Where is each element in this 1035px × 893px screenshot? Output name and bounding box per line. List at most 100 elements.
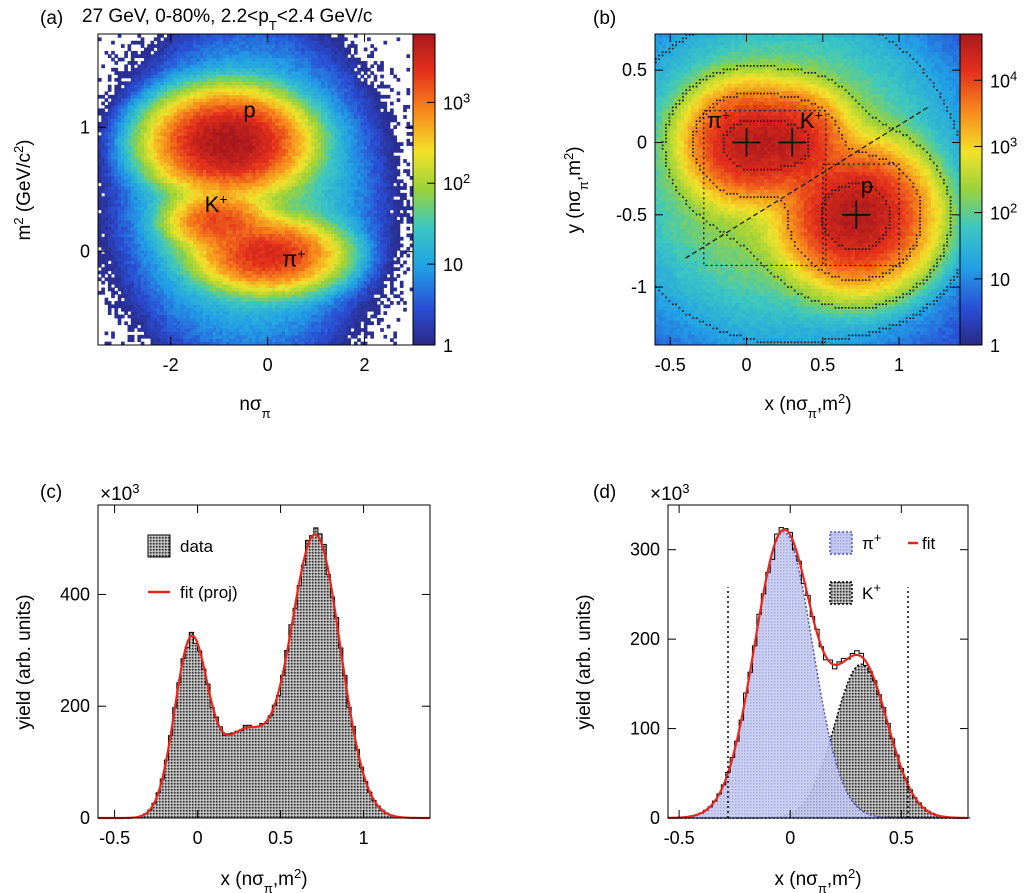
heatmap-bin [209,172,214,177]
heatmap-bin [271,277,276,282]
heatmap-bin [265,182,270,187]
heatmap-bin [216,165,220,170]
heatmap-bin [265,294,270,299]
heatmap-bin [209,226,214,231]
heatmap-bin [268,307,273,312]
heatmap-bin [222,257,227,261]
heatmap-bin [222,169,227,173]
heatmap-bin [107,253,112,258]
heatmap-bin [278,209,283,214]
heatmap-bin [245,209,250,214]
heatmap-bin [203,230,207,234]
heatmap-bin [216,108,220,113]
heatmap-bin [120,104,125,109]
heatmap-bin [176,331,181,336]
heatmap-bin [183,162,187,167]
heatmap-bin [140,54,145,59]
heatmap-bin [285,317,289,322]
heatmap-bin [176,155,181,160]
heatmap-bin [212,328,217,332]
heatmap-bin [173,64,178,69]
heatmap-bin [225,125,230,130]
heatmap-bin [229,240,233,244]
heatmap-bin [219,317,224,322]
heatmap-bin [120,142,125,146]
heatmap-bin [189,121,194,126]
heatmap-bin [203,324,207,329]
heatmap-bin [117,111,122,116]
heatmap-bin [255,162,260,167]
heatmap-bin [252,186,256,190]
heatmap-bin [285,189,289,194]
heatmap-bin [130,54,135,59]
heatmap-bin [265,219,270,224]
heatmap-bin [229,111,233,116]
heatmap-bin [278,274,283,278]
heatmap-bin [219,304,224,309]
heatmap-bin [150,64,155,69]
heatmap-bin [180,230,184,234]
heatmap-bin [107,145,112,150]
heatmap-bin [173,135,178,140]
heatmap-bin [176,84,181,89]
heatmap-bin [245,240,250,244]
heatmap-bin [209,91,214,96]
heatmap-bin [157,121,161,126]
heatmap-bin [239,253,243,258]
heatmap-bin [166,314,171,319]
heatmap-bin [216,67,220,72]
heatmap-bin [271,334,276,339]
heatmap-bin [186,61,191,65]
heatmap-bin [219,270,224,275]
heatmap-bin [206,135,210,140]
heatmap-bin [114,152,119,157]
heatmap-bin [225,297,230,302]
heatmap-bin [170,186,174,190]
heatmap-bin [271,186,276,190]
heatmap-bin [130,253,135,258]
heatmap-bin [239,213,243,217]
heatmap-bin [252,338,256,343]
heatmap-bin [124,284,128,288]
heatmap-bin [127,307,132,312]
heatmap-bin [219,311,224,315]
heatmap-bin [222,284,227,288]
heatmap-bin [160,169,165,173]
heatmap-bin [271,209,276,214]
heatmap-bin [245,61,250,65]
heatmap-bin [120,101,125,106]
heatmap-bin [170,243,174,248]
heatmap-bin [255,34,260,38]
heatmap-bin [199,94,204,99]
heatmap-bin [199,148,204,153]
heatmap-bin [147,44,151,48]
heatmap-bin [252,169,256,173]
heatmap-bin [275,155,279,160]
heatmap-bin [124,84,128,89]
heatmap-bin [252,209,256,214]
heatmap-bin [114,226,119,231]
heatmap-bin [193,206,197,211]
heatmap-bin [134,250,138,255]
heatmap-bin [212,50,217,55]
heatmap-bin [157,64,161,69]
heatmap-bin [239,192,243,197]
heatmap-bin [163,94,168,99]
heatmap-bin [160,250,165,255]
heatmap-bin [98,37,102,42]
heatmap-bin [170,270,174,275]
heatmap-bin [212,334,217,339]
heatmap-bin [271,182,276,187]
heatmap-bin [212,219,217,224]
heatmap-bin [212,263,217,268]
heatmap-bin [186,250,191,255]
heatmap-bin [265,334,270,339]
heatmap-bin [176,270,181,275]
heatmap-bin [268,94,273,99]
heatmap-bin [101,128,105,133]
heatmap-bin [104,236,109,241]
heatmap-bin [203,50,207,55]
heatmap-bin [117,284,122,288]
heatmap-bin [212,175,217,180]
heatmap-bin [114,148,119,153]
